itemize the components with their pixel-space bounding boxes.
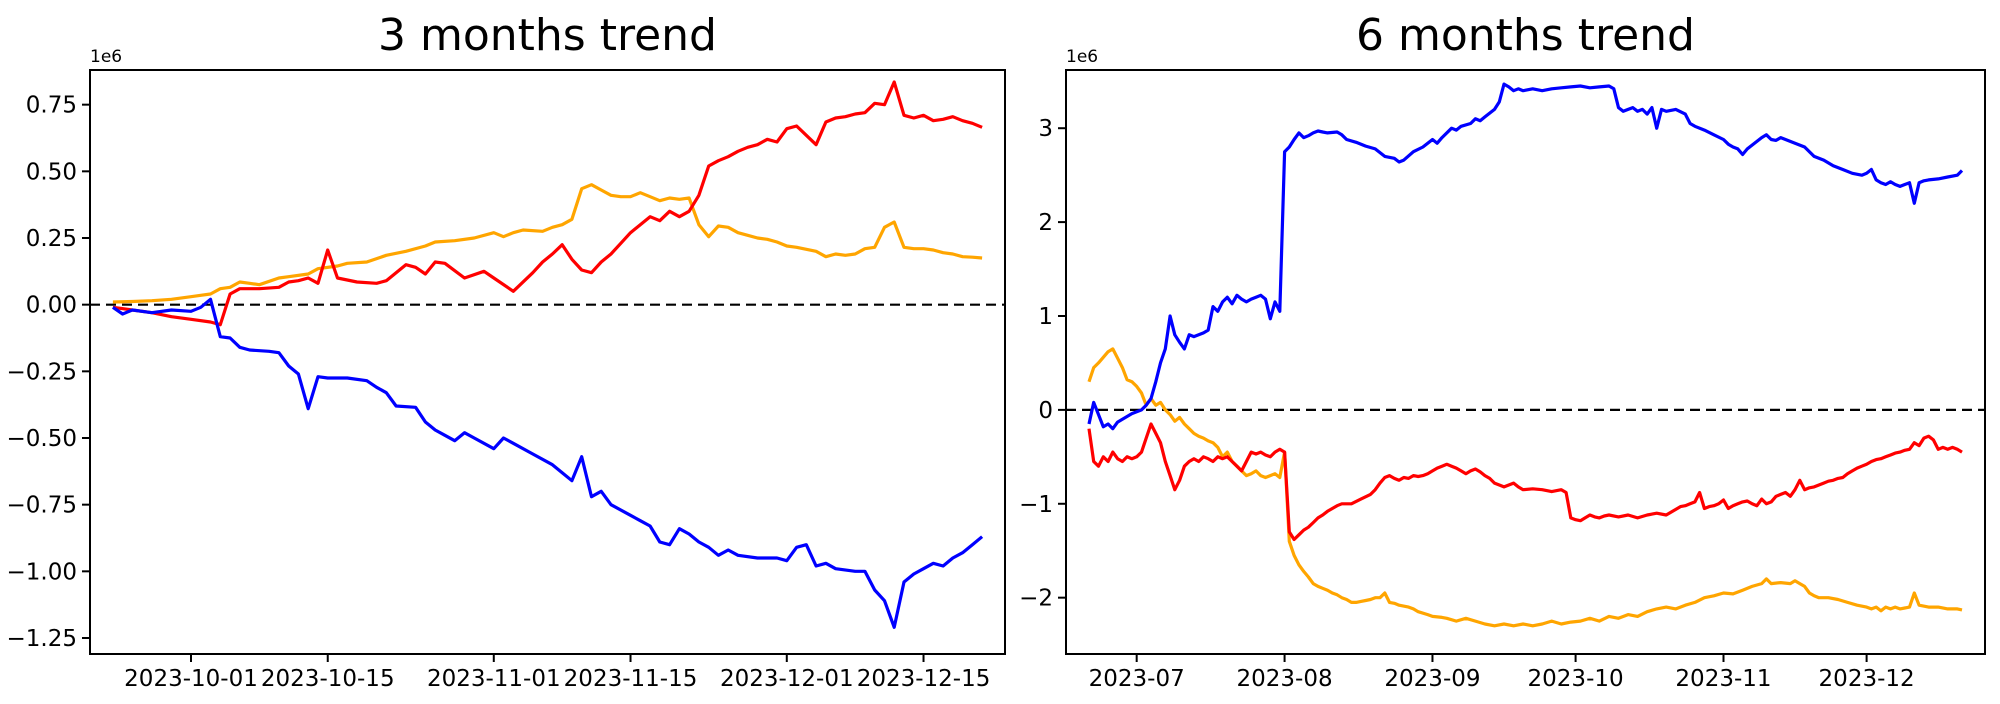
chart-3-months-trend: 2023-10-01 2023-10-15 2023-11-01 2023-11-15… (7, 10, 1006, 692)
y-axis-tick-label: −2 (1019, 586, 1053, 612)
series-line-red (112, 80, 983, 327)
x-axis-tick-label: 2023-11 (1675, 666, 1771, 692)
x-axis-tick-label: 2023-09 (1384, 666, 1480, 692)
y-axis-tick-label: 0.50 (26, 159, 77, 185)
chart-title: 3 months trend (378, 10, 717, 61)
chart-title: 6 months trend (1356, 10, 1695, 61)
x-axis-tick-label: 2023-08 (1237, 666, 1333, 692)
y-axis-tick-label: 0.00 (26, 293, 77, 319)
y-axis-tick-label: 2 (1038, 210, 1053, 236)
x-axis-tick-label: 2023-11-15 (564, 666, 698, 692)
series-line-blue (111, 297, 984, 629)
y-axis-tick-label: −1 (1019, 492, 1053, 518)
y-axis-tick-label: 3 (1038, 116, 1053, 142)
plot-frame (89, 69, 1006, 655)
chart-6-months-trend: 2023-07 2023-08 2023-09 2023-10 2023-11 2023-… (1019, 10, 1986, 692)
y-axis-offset-label: 1e6 (1066, 47, 1098, 67)
x-axis-tick-label: 2023-07 (1089, 666, 1185, 692)
series-line-orange (1087, 347, 1963, 628)
y-axis-tick-label: 1 (1038, 304, 1053, 330)
y-axis-tick-label: 0.75 (26, 93, 77, 119)
y-axis-tick-label: 0 (1038, 398, 1053, 424)
series-line-red (1087, 422, 1963, 542)
series-line-blue (1087, 82, 1964, 431)
y-axis-tick-label: −0.25 (7, 359, 77, 385)
series-line-orange (112, 183, 983, 304)
plot-frame (1065, 69, 1986, 655)
x-axis-tick-label: 2023-12-01 (720, 666, 854, 692)
x-axis-tick-label: 2023-10-15 (261, 666, 395, 692)
y-axis-tick-label: 0.25 (26, 226, 77, 252)
y-axis-tick-label: −0.50 (7, 426, 77, 452)
x-axis-tick-label: 2023-10-01 (124, 666, 258, 692)
x-axis-tick-label: 2023-12 (1819, 666, 1915, 692)
x-axis-tick-label: 2023-11-01 (427, 666, 561, 692)
y-axis-tick-label: −0.75 (7, 493, 77, 519)
y-axis-tick-label: −1.25 (7, 626, 77, 652)
y-axis-tick-label: −1.00 (7, 559, 77, 585)
y-axis-offset-label: 1e6 (90, 47, 122, 67)
x-axis-tick-label: 2023-10 (1528, 666, 1624, 692)
x-axis-tick-label: 2023-12-15 (857, 666, 991, 692)
